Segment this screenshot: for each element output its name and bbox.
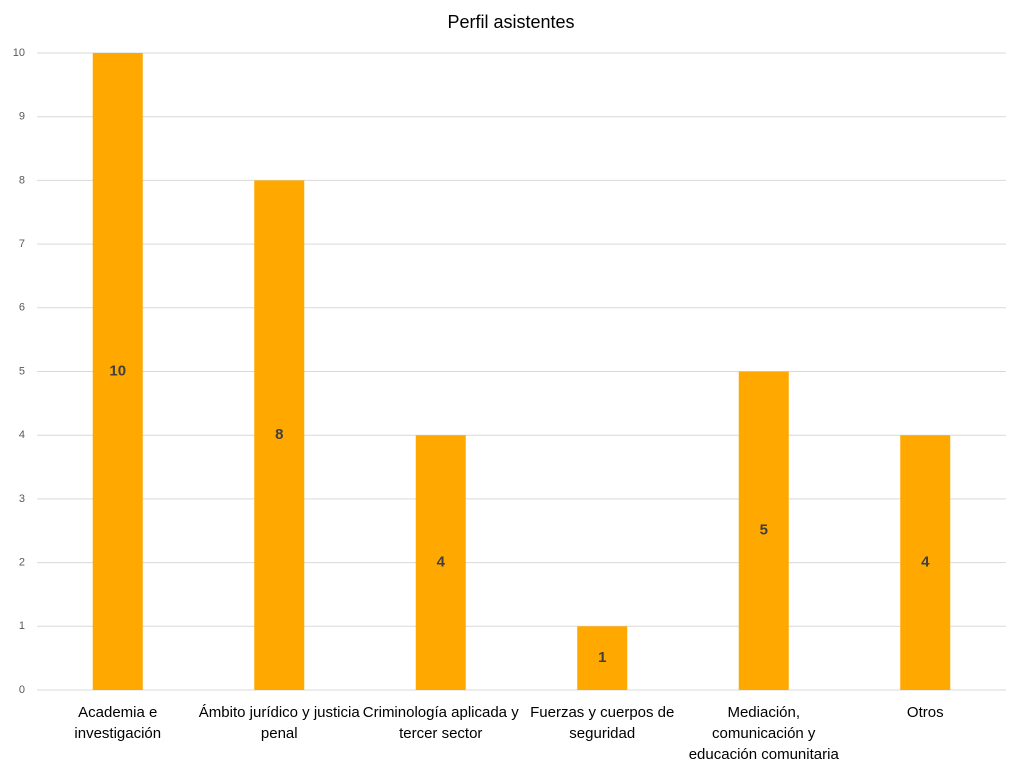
data-label: 8 (275, 426, 283, 443)
y-tick-label: 3 (19, 493, 25, 505)
y-tick-label: 7 (19, 238, 25, 250)
bar (254, 180, 305, 690)
bar (900, 435, 951, 690)
x-tick-label: Ámbito jurídico y justicia penal (198, 704, 360, 742)
y-tick-label: 4 (19, 429, 25, 441)
y-tick-label: 1 (19, 620, 25, 632)
data-label: 5 (760, 522, 768, 539)
bar (738, 371, 789, 690)
data-label: 4 (921, 554, 930, 571)
x-tick-label: Criminología aplicada y tercer sector (362, 704, 519, 742)
bar (92, 53, 143, 690)
data-label: 4 (437, 554, 446, 571)
y-tick-label: 9 (19, 111, 25, 123)
x-tick-label: Academia e investigación (74, 704, 162, 742)
y-tick-label: 8 (19, 174, 25, 186)
bar (415, 435, 466, 690)
x-tick-label: Otros (906, 704, 944, 721)
y-tick-label: 5 (19, 365, 25, 377)
y-tick-label: 10 (13, 47, 25, 59)
x-tick-label: Mediación, comunicación y educación comu… (688, 704, 839, 763)
chart-title: Perfil asistentes (447, 12, 574, 32)
x-tick-label: Fuerzas y cuerpos de seguridad (530, 704, 675, 742)
data-label: 1 (598, 649, 606, 666)
y-tick-label: 0 (19, 684, 25, 696)
bar (577, 626, 628, 690)
y-tick-label: 2 (19, 557, 25, 569)
data-label: 10 (109, 362, 126, 379)
y-tick-label: 6 (19, 302, 25, 314)
